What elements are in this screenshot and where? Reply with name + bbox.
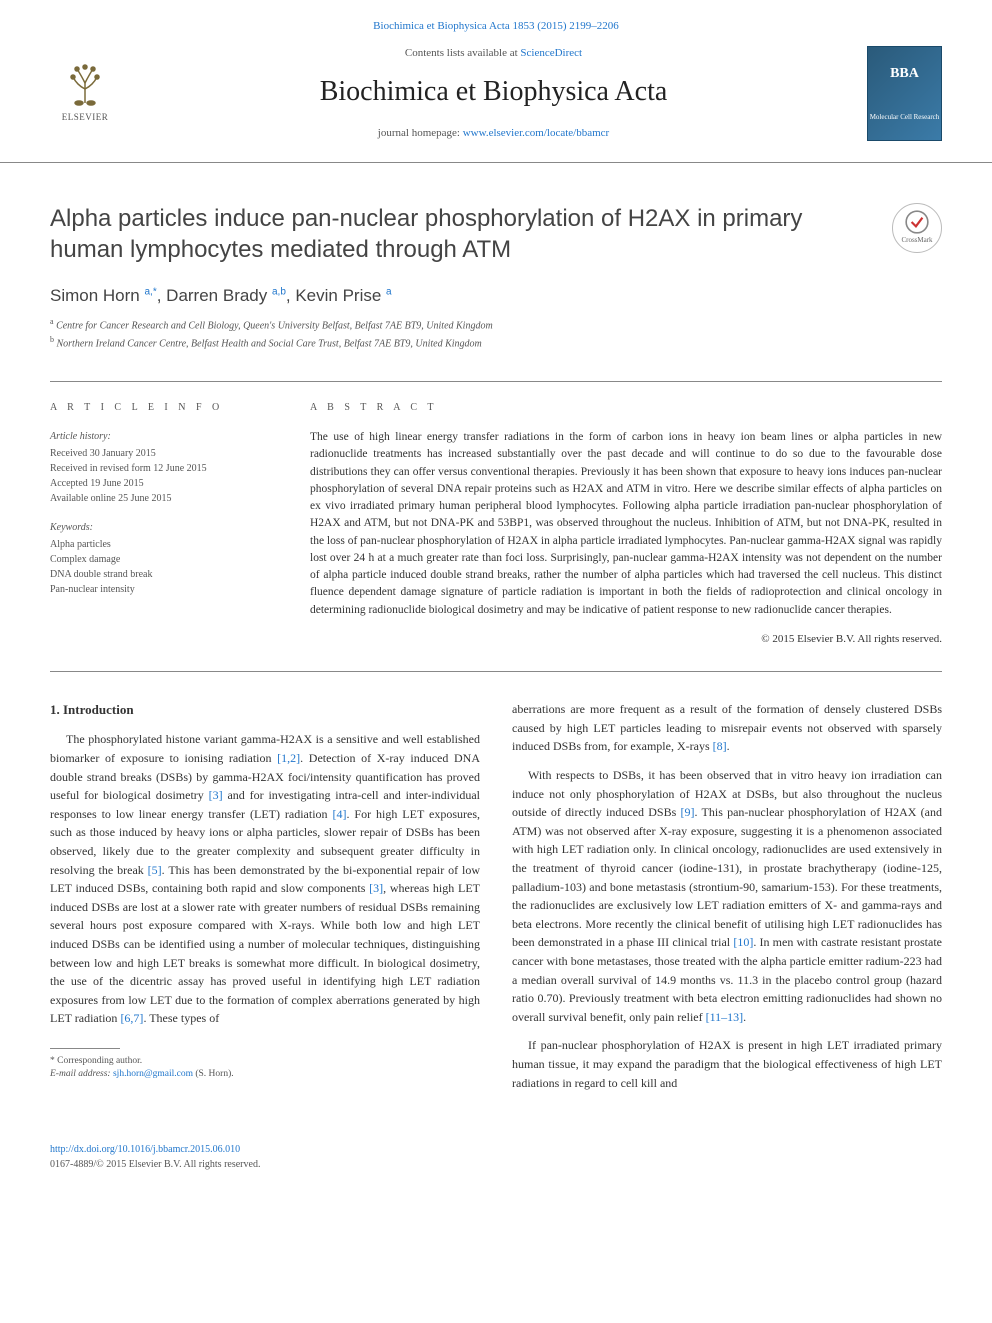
article-area: Alpha particles induce pan-nuclear phosp… (0, 163, 992, 1123)
history-line: Received in revised form 12 June 2015 (50, 461, 270, 476)
bba-label: BBA (890, 63, 919, 84)
keyword: DNA double strand break (50, 567, 270, 582)
bba-sublabel: Molecular Cell Research (870, 112, 940, 123)
issn-copyright: 0167-4889/© 2015 Elsevier B.V. All right… (50, 1159, 260, 1170)
keywords-label: Keywords: (50, 520, 270, 535)
history-line: Received 30 January 2015 (50, 446, 270, 461)
page-footer: http://dx.doi.org/10.1016/j.bbamcr.2015.… (0, 1122, 992, 1202)
elsevier-logo[interactable]: ELSEVIER (50, 53, 120, 133)
bba-cover-thumbnail[interactable]: BBA Molecular Cell Research (867, 46, 942, 141)
abstract-heading: A B S T R A C T (310, 400, 942, 415)
affiliations: a Centre for Cancer Research and Cell Bi… (50, 316, 942, 351)
email-link[interactable]: sjh.horn@gmail.com (113, 1069, 193, 1079)
body-paragraph: If pan-nuclear phosphorylation of H2AX i… (512, 1036, 942, 1092)
email-suffix: (S. Horn). (193, 1069, 234, 1079)
abstract: A B S T R A C T The use of high linear e… (310, 400, 942, 647)
abstract-copyright: © 2015 Elsevier B.V. All rights reserved… (310, 631, 942, 648)
corresponding-email-line: E-mail address: sjh.horn@gmail.com (S. H… (50, 1068, 480, 1081)
elsevier-label: ELSEVIER (62, 111, 109, 125)
contents-prefix: Contents lists available at (405, 47, 520, 59)
history-line: Accepted 19 June 2015 (50, 476, 270, 491)
body-paragraph: aberrations are more frequent as a resul… (512, 700, 942, 756)
elsevier-tree-icon (61, 61, 109, 109)
journal-title: Biochimica et Biophysica Acta (120, 71, 867, 113)
title-row: Alpha particles induce pan-nuclear phosp… (50, 203, 942, 265)
crossmark-badge[interactable]: CrossMark (892, 203, 942, 253)
citation-link[interactable]: Biochimica et Biophysica Acta 1853 (2015… (373, 20, 619, 32)
doi-link[interactable]: http://dx.doi.org/10.1016/j.bbamcr.2015.… (50, 1144, 240, 1155)
journal-center: Contents lists available at ScienceDirec… (120, 45, 867, 142)
citation-header: Biochimica et Biophysica Acta 1853 (2015… (0, 0, 992, 45)
footnote-divider (50, 1048, 120, 1049)
article-info-heading: A R T I C L E I N F O (50, 400, 270, 415)
sciencedirect-link[interactable]: ScienceDirect (520, 47, 582, 59)
left-column: 1. Introduction The phosphorylated histo… (50, 700, 480, 1102)
keyword: Alpha particles (50, 537, 270, 552)
keyword: Pan-nuclear intensity (50, 582, 270, 597)
article-title: Alpha particles induce pan-nuclear phosp… (50, 203, 872, 265)
contents-line: Contents lists available at ScienceDirec… (120, 45, 867, 62)
intro-paragraph: The phosphorylated histone variant gamma… (50, 730, 480, 1028)
body-columns: 1. Introduction The phosphorylated histo… (50, 700, 942, 1102)
corresponding-label: * Corresponding author. (50, 1055, 480, 1068)
article-info: A R T I C L E I N F O Article history: R… (50, 400, 270, 647)
article-history: Article history: Received 30 January 201… (50, 429, 270, 506)
intro-heading: 1. Introduction (50, 700, 480, 720)
info-abstract-row: A R T I C L E I N F O Article history: R… (50, 381, 942, 672)
history-line: Available online 25 June 2015 (50, 491, 270, 506)
crossmark-icon (904, 209, 930, 235)
corresponding-author: * Corresponding author. E-mail address: … (50, 1055, 480, 1082)
authors: Simon Horn a,*, Darren Brady a,b, Kevin … (50, 283, 942, 309)
keyword: Complex damage (50, 552, 270, 567)
email-label: E-mail address: (50, 1069, 113, 1079)
masthead: ELSEVIER Contents lists available at Sci… (0, 45, 992, 163)
keywords-block: Keywords: Alpha particlesComplex damageD… (50, 520, 270, 597)
right-column: aberrations are more frequent as a resul… (512, 700, 942, 1102)
abstract-text: The use of high linear energy transfer r… (310, 429, 942, 619)
history-label: Article history: (50, 429, 270, 444)
crossmark-label: CrossMark (901, 235, 932, 246)
homepage-link[interactable]: www.elsevier.com/locate/bbamcr (463, 127, 610, 139)
homepage-prefix: journal homepage: (378, 127, 463, 139)
body-paragraph: With respects to DSBs, it has been obser… (512, 766, 942, 1026)
journal-homepage: journal homepage: www.elsevier.com/locat… (120, 125, 867, 142)
